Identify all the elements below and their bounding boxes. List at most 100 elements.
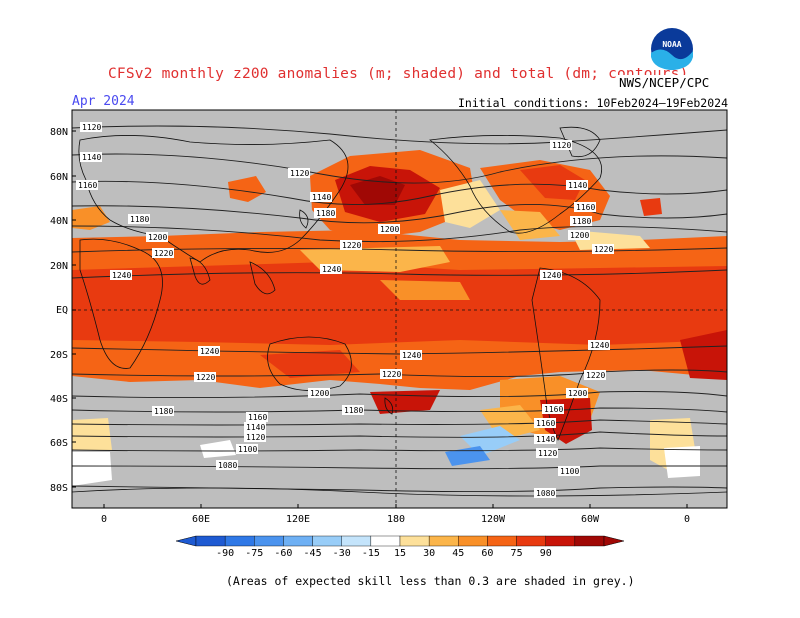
lon-label: 60E (192, 514, 210, 525)
contour-label: 1160 (544, 405, 563, 414)
colorbar-swatch (224, 535, 255, 547)
lon-label: 120E (286, 514, 310, 525)
contour-label: 1120 (538, 449, 557, 458)
colorbar-tick-label: 30 (423, 548, 435, 559)
colorbar-tick-label: -30 (333, 548, 351, 559)
contour-label: 1180 (316, 209, 335, 218)
colorbar-swatch (195, 535, 226, 547)
colorbar-swatch (458, 535, 488, 547)
colorbar-swatch (545, 535, 576, 547)
colorbar-tick-label: 90 (540, 548, 552, 559)
colorbar-arrow-right (603, 535, 625, 547)
noaa-logo: NOAA (651, 28, 693, 70)
colorbar-tick-label: -75 (245, 548, 263, 559)
contour-label: 1240 (542, 271, 561, 280)
contour-label: 1220 (154, 249, 173, 258)
contour-label: 1220 (382, 370, 401, 379)
colorbar-tick-label: 45 (452, 548, 464, 559)
colorbar-tick-label: 15 (394, 548, 406, 559)
contour-label: 1160 (248, 413, 267, 422)
lat-label: 60N (50, 172, 68, 183)
contour-label: 1080 (536, 489, 555, 498)
contour-label: 1120 (82, 123, 101, 132)
contour-label: 1240 (590, 341, 609, 350)
contour-label: 1140 (312, 193, 331, 202)
contour-label: 1180 (154, 407, 173, 416)
colorbar-tick-label: 75 (511, 548, 523, 559)
colorbar-swatch (312, 535, 342, 547)
contour-label: 1100 (238, 445, 257, 454)
contour-label: 1140 (82, 153, 101, 162)
colorbar-swatch (574, 535, 605, 547)
contour-label: 1120 (246, 433, 265, 442)
contour-label: 1240 (200, 347, 219, 356)
colorbar-tick-label: -45 (304, 548, 322, 559)
contour-label: 1240 (402, 351, 421, 360)
colorbar-tick-label: 60 (481, 548, 493, 559)
colorbar-tick-label: -60 (274, 548, 292, 559)
lon-label: 60W (581, 514, 600, 525)
lat-label: 40N (50, 216, 68, 227)
contour-label: 1220 (594, 245, 613, 254)
contour-label: 1220 (196, 373, 215, 382)
lat-ticks (72, 130, 76, 488)
anomaly-shading (72, 150, 727, 486)
lon-label: 120W (481, 514, 506, 525)
lat-label: 60S (50, 438, 68, 449)
colorbar-swatch (283, 535, 313, 547)
lon-label: 0 (101, 514, 107, 525)
lat-label: 80N (50, 127, 68, 138)
colorbar-swatch (341, 535, 372, 547)
colorbar-tick-label: -90 (216, 548, 234, 559)
agency-label: NWS/NCEP/CPC (617, 75, 712, 90)
height-contours (71, 125, 728, 493)
contour-label: 1220 (586, 371, 605, 380)
contour-label: 1200 (148, 233, 167, 242)
lat-label: 40S (50, 394, 68, 405)
colorbar-swatch (370, 535, 401, 547)
colorbar-swatch (399, 535, 430, 547)
contour-label: 1140 (536, 435, 555, 444)
lat-label: 20N (50, 261, 68, 272)
contour-label: 1160 (536, 419, 555, 428)
coastlines (71, 126, 728, 497)
longitude-axis: 0 60E 120E 180 120W 60W 0 (101, 514, 690, 525)
contour-label: 1200 (380, 225, 399, 234)
lat-label: 80S (50, 483, 68, 494)
colorbar-swatch (254, 535, 284, 547)
map-border (71, 109, 728, 509)
contour-label: 1140 (568, 181, 587, 190)
lon-label: 180 (387, 514, 405, 525)
colorbar-swatch (516, 535, 546, 547)
initial-conditions: Initial conditions: 10Feb2024–19Feb2024 (457, 96, 728, 110)
contour-label: 1120 (290, 169, 309, 178)
contour-label: 1180 (572, 217, 591, 226)
contour-label: 1160 (576, 203, 595, 212)
lon-ticks (103, 504, 688, 508)
colorbar-tick-label: -15 (362, 548, 380, 559)
contour-label: 1120 (552, 141, 571, 150)
contour-label: 1160 (78, 181, 97, 190)
contour-label: 1180 (344, 406, 363, 415)
contour-label: 1200 (570, 231, 589, 240)
lon-label: 0 (684, 514, 690, 525)
contour-label: 1080 (218, 461, 237, 470)
colorbar-swatch (428, 535, 459, 547)
colorbar: -90 -75 -60 -45 -30 -15 15 30 45 60 75 90 (175, 535, 625, 559)
logo-text: NOAA (662, 40, 681, 49)
lat-label: 20S (50, 350, 68, 361)
colorbar-swatch (487, 535, 517, 547)
contour-label: 1240 (112, 271, 131, 280)
contour-label: 1140 (246, 423, 265, 432)
contour-label: 1220 (342, 241, 361, 250)
lat-label: EQ (56, 305, 68, 316)
latitude-axis: 80N 60N 40N 20N EQ 20S 40S 60S 80S (50, 127, 68, 494)
contour-label: 1100 (560, 467, 579, 476)
skill-footnote: (Areas of expected skill less than 0.3 a… (226, 574, 635, 588)
contour-label: 1200 (568, 389, 587, 398)
contour-label-group: 1120 1140 1160 1120 1140 1180 1180 1200 … (76, 122, 614, 498)
contour-label: 1200 (310, 389, 329, 398)
contour-label: 1240 (322, 265, 341, 274)
chart-title: CFSv2 monthly z200 anomalies (m; shaded)… (108, 66, 689, 82)
colorbar-arrow-left (175, 535, 197, 547)
